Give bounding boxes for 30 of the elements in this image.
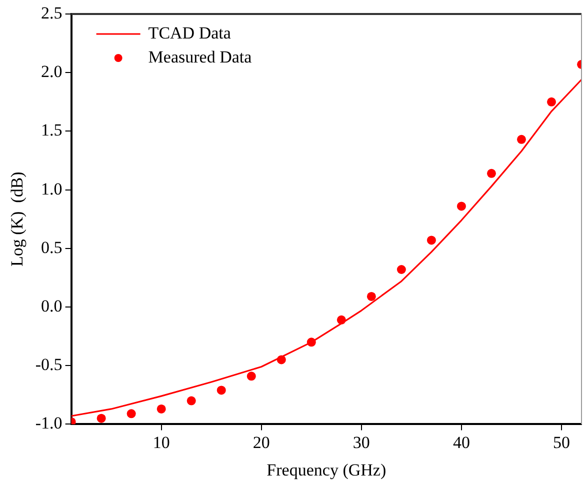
point (546, 97, 556, 106)
y-tick-label: -0.5 (35, 355, 62, 374)
legend-label: TCAD Data (148, 23, 232, 42)
x-tick-label: 20 (252, 432, 270, 452)
point (246, 372, 256, 381)
point (366, 292, 376, 301)
x-tick-label: 40 (452, 432, 470, 452)
point (456, 202, 466, 211)
y-tick-label: 1.5 (41, 120, 62, 140)
x-axis-title: Frequency (GHz) (266, 460, 386, 480)
x-tick-label: 50 (552, 432, 570, 452)
point (486, 168, 496, 178)
point (126, 409, 136, 418)
x-tick-label: 10 (152, 432, 170, 452)
y-tick-label: 2.0 (41, 62, 62, 82)
y-tick-label: 2.5 (41, 3, 62, 22)
point (516, 134, 526, 144)
point (216, 386, 226, 395)
y-tick-label: -1.0 (35, 414, 62, 433)
point (396, 264, 406, 274)
y-tick-label: 0.5 (41, 238, 62, 257)
x-tick-label: 30 (352, 432, 370, 452)
y-tick-label: 1.0 (41, 179, 62, 198)
legend-label: Measured Data (148, 47, 252, 66)
point (156, 404, 166, 414)
point (96, 414, 106, 423)
y-axis-title: Log (K) (dB) (8, 172, 27, 267)
y-tick-label: 0.0 (41, 296, 62, 316)
point (426, 236, 436, 245)
point (186, 396, 196, 406)
